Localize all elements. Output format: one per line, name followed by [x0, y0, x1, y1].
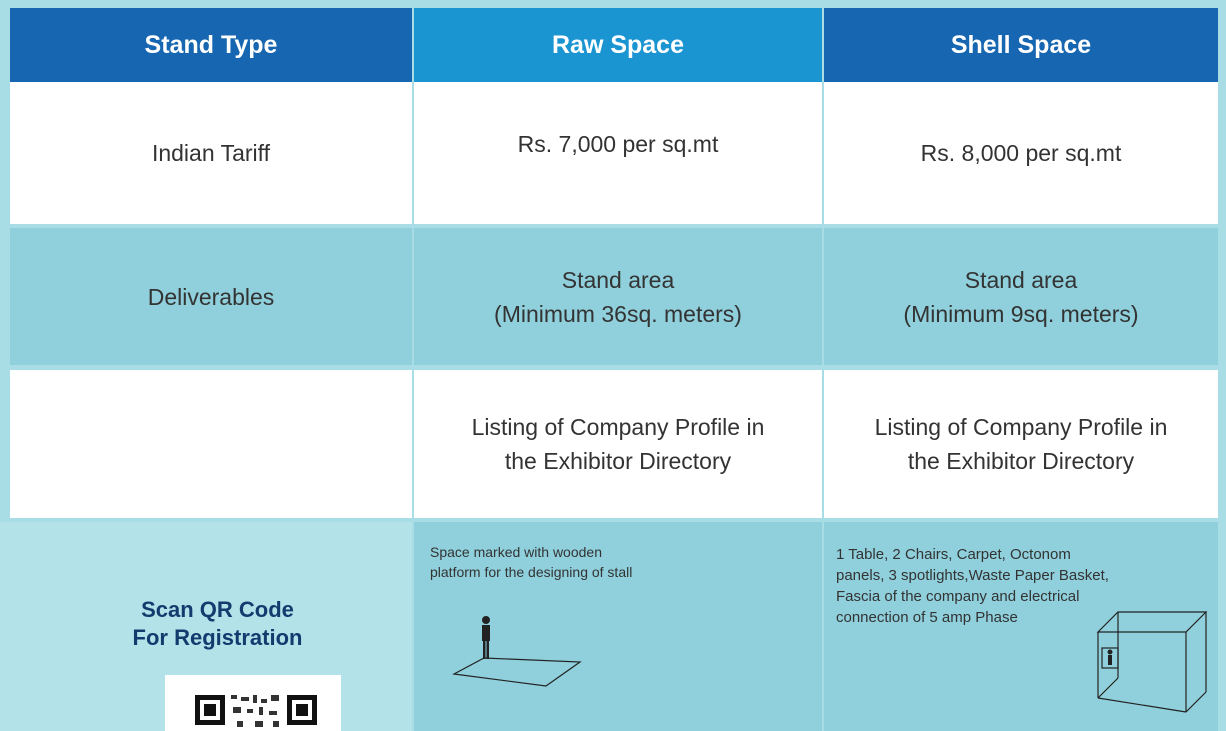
cell: Rs. 8,000 per sq.mt: [824, 82, 1218, 224]
qr-code: [165, 675, 341, 731]
cell-text: Deliverables: [147, 283, 275, 310]
note-line: Space marked with wooden: [430, 544, 602, 560]
note-line: connection of 5 amp Phase: [836, 609, 1018, 626]
header-text: Stand Type: [144, 30, 278, 59]
cell: Stand area (Minimum 9sq. meters): [824, 228, 1218, 365]
note-line: panels, 3 spotlights,Waste Paper Basket,: [836, 567, 1109, 584]
cell-text: Stand area: [561, 266, 675, 293]
cell: Rs. 7,000 per sq.mt: [414, 82, 822, 224]
note-line: 1 Table, 2 Chairs, Carpet, Octonom: [836, 546, 1071, 563]
raw-space-icon: [452, 616, 582, 687]
header-text: Shell Space: [950, 30, 1092, 59]
header-cell: Shell Space: [824, 8, 1218, 82]
row-label: [10, 370, 412, 518]
shell-space-icon: [1096, 611, 1208, 713]
cell-text: Rs. 8,000 per sq.mt: [920, 140, 1122, 166]
raw-note: Space marked with wooden platform for th…: [430, 542, 632, 582]
row-label: Indian Tariff: [10, 82, 412, 224]
cell: Stand area (Minimum 36sq. meters): [414, 228, 822, 365]
caption-line: For Registration: [132, 625, 303, 650]
cell: Listing of Company Profile in the Exhibit…: [824, 370, 1218, 518]
cell-text: (Minimum 9sq. meters): [903, 300, 1139, 327]
raw-panel: Space marked with wooden platform for th…: [414, 522, 822, 731]
cell-text: Stand area: [964, 266, 1078, 293]
qr-panel: Scan QR Code For Registration: [0, 522, 412, 731]
cell-text: the Exhibitor Directory: [907, 448, 1135, 474]
header-cell: Stand Type: [10, 8, 412, 82]
note-line: Fascia of the company and electrical: [836, 588, 1080, 605]
header-text: Raw Space: [551, 30, 684, 59]
cell: Listing of Company Profile in the Exhibit…: [414, 370, 822, 518]
cell-text: Listing of Company Profile in: [471, 414, 765, 440]
shell-panel: 1 Table, 2 Chairs, Carpet, Octonom panel…: [824, 522, 1218, 731]
note-line: platform for the designing of stall: [430, 564, 633, 580]
cell-text: Indian Tariff: [151, 140, 271, 166]
header-cell: Raw Space: [414, 8, 822, 82]
cell-text: the Exhibitor Directory: [504, 448, 732, 474]
cell-text: Rs. 7,000 per sq.mt: [517, 131, 719, 157]
row-label: Deliverables: [10, 228, 412, 365]
qr-caption: Scan QR Code For Registration: [90, 596, 345, 652]
caption-line: Scan QR Code: [141, 597, 294, 622]
cell-text: Listing of Company Profile in: [874, 414, 1168, 440]
cell-text: (Minimum 36sq. meters): [494, 300, 742, 327]
shell-note: 1 Table, 2 Chairs, Carpet, Octonom panel…: [836, 544, 1109, 628]
